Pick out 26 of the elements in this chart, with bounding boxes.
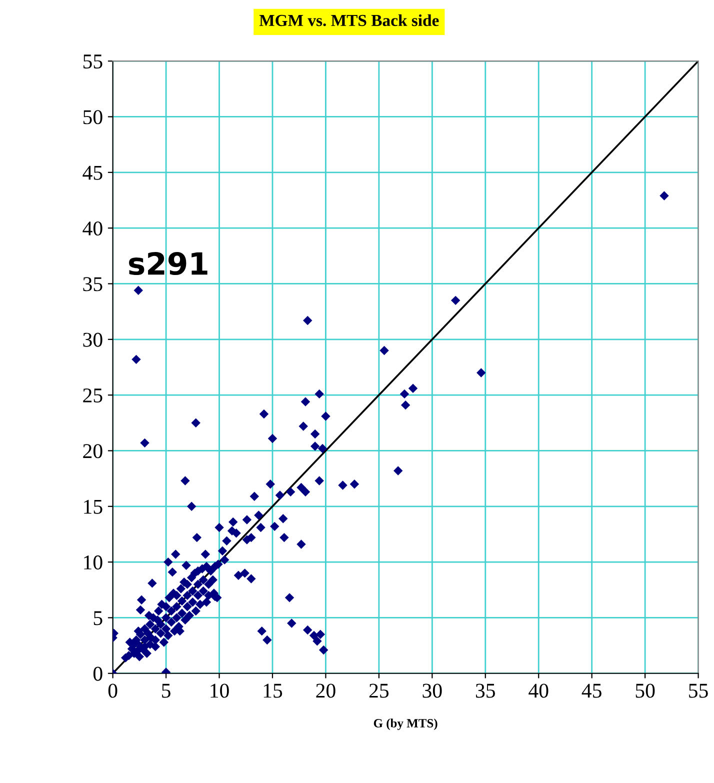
x-tick-label: 35 [476, 684, 495, 698]
x-tick-label: 50 [636, 684, 655, 698]
y-tick-label: 55 [83, 54, 102, 69]
x-tick-label: 0 [108, 684, 118, 698]
x-tick-label: 5 [162, 684, 170, 698]
y-tick-label: 45 [82, 166, 102, 180]
x-tick-label: 45 [582, 684, 602, 698]
x-tick-label: 55 [689, 684, 708, 698]
y-tick-label: 15 [84, 500, 102, 514]
x-tick-label: 20 [316, 684, 336, 698]
x-tick-label: 30 [422, 684, 442, 698]
y-tick-label: 20 [83, 444, 102, 458]
y-tick-label: 0 [93, 666, 102, 681]
x-axis-title: G (by MTS) [374, 718, 438, 730]
y-tick-label: 25 [83, 388, 102, 402]
x-tick-label: 25 [369, 684, 389, 698]
x-tick-label: 10 [210, 684, 229, 698]
y-tick-label: 30 [83, 332, 102, 347]
y-tick-label: 50 [83, 110, 102, 124]
y-tick-label: 35 [83, 277, 102, 292]
y-tick-label: 5 [94, 611, 102, 626]
x-tick-label: 15 [264, 684, 282, 698]
chart-title: MGM vs. MTS Back side [259, 14, 439, 26]
y-tick-label: 10 [84, 555, 102, 570]
y-tick-label: 40 [82, 221, 102, 236]
x-tick-label: 40 [528, 684, 548, 698]
